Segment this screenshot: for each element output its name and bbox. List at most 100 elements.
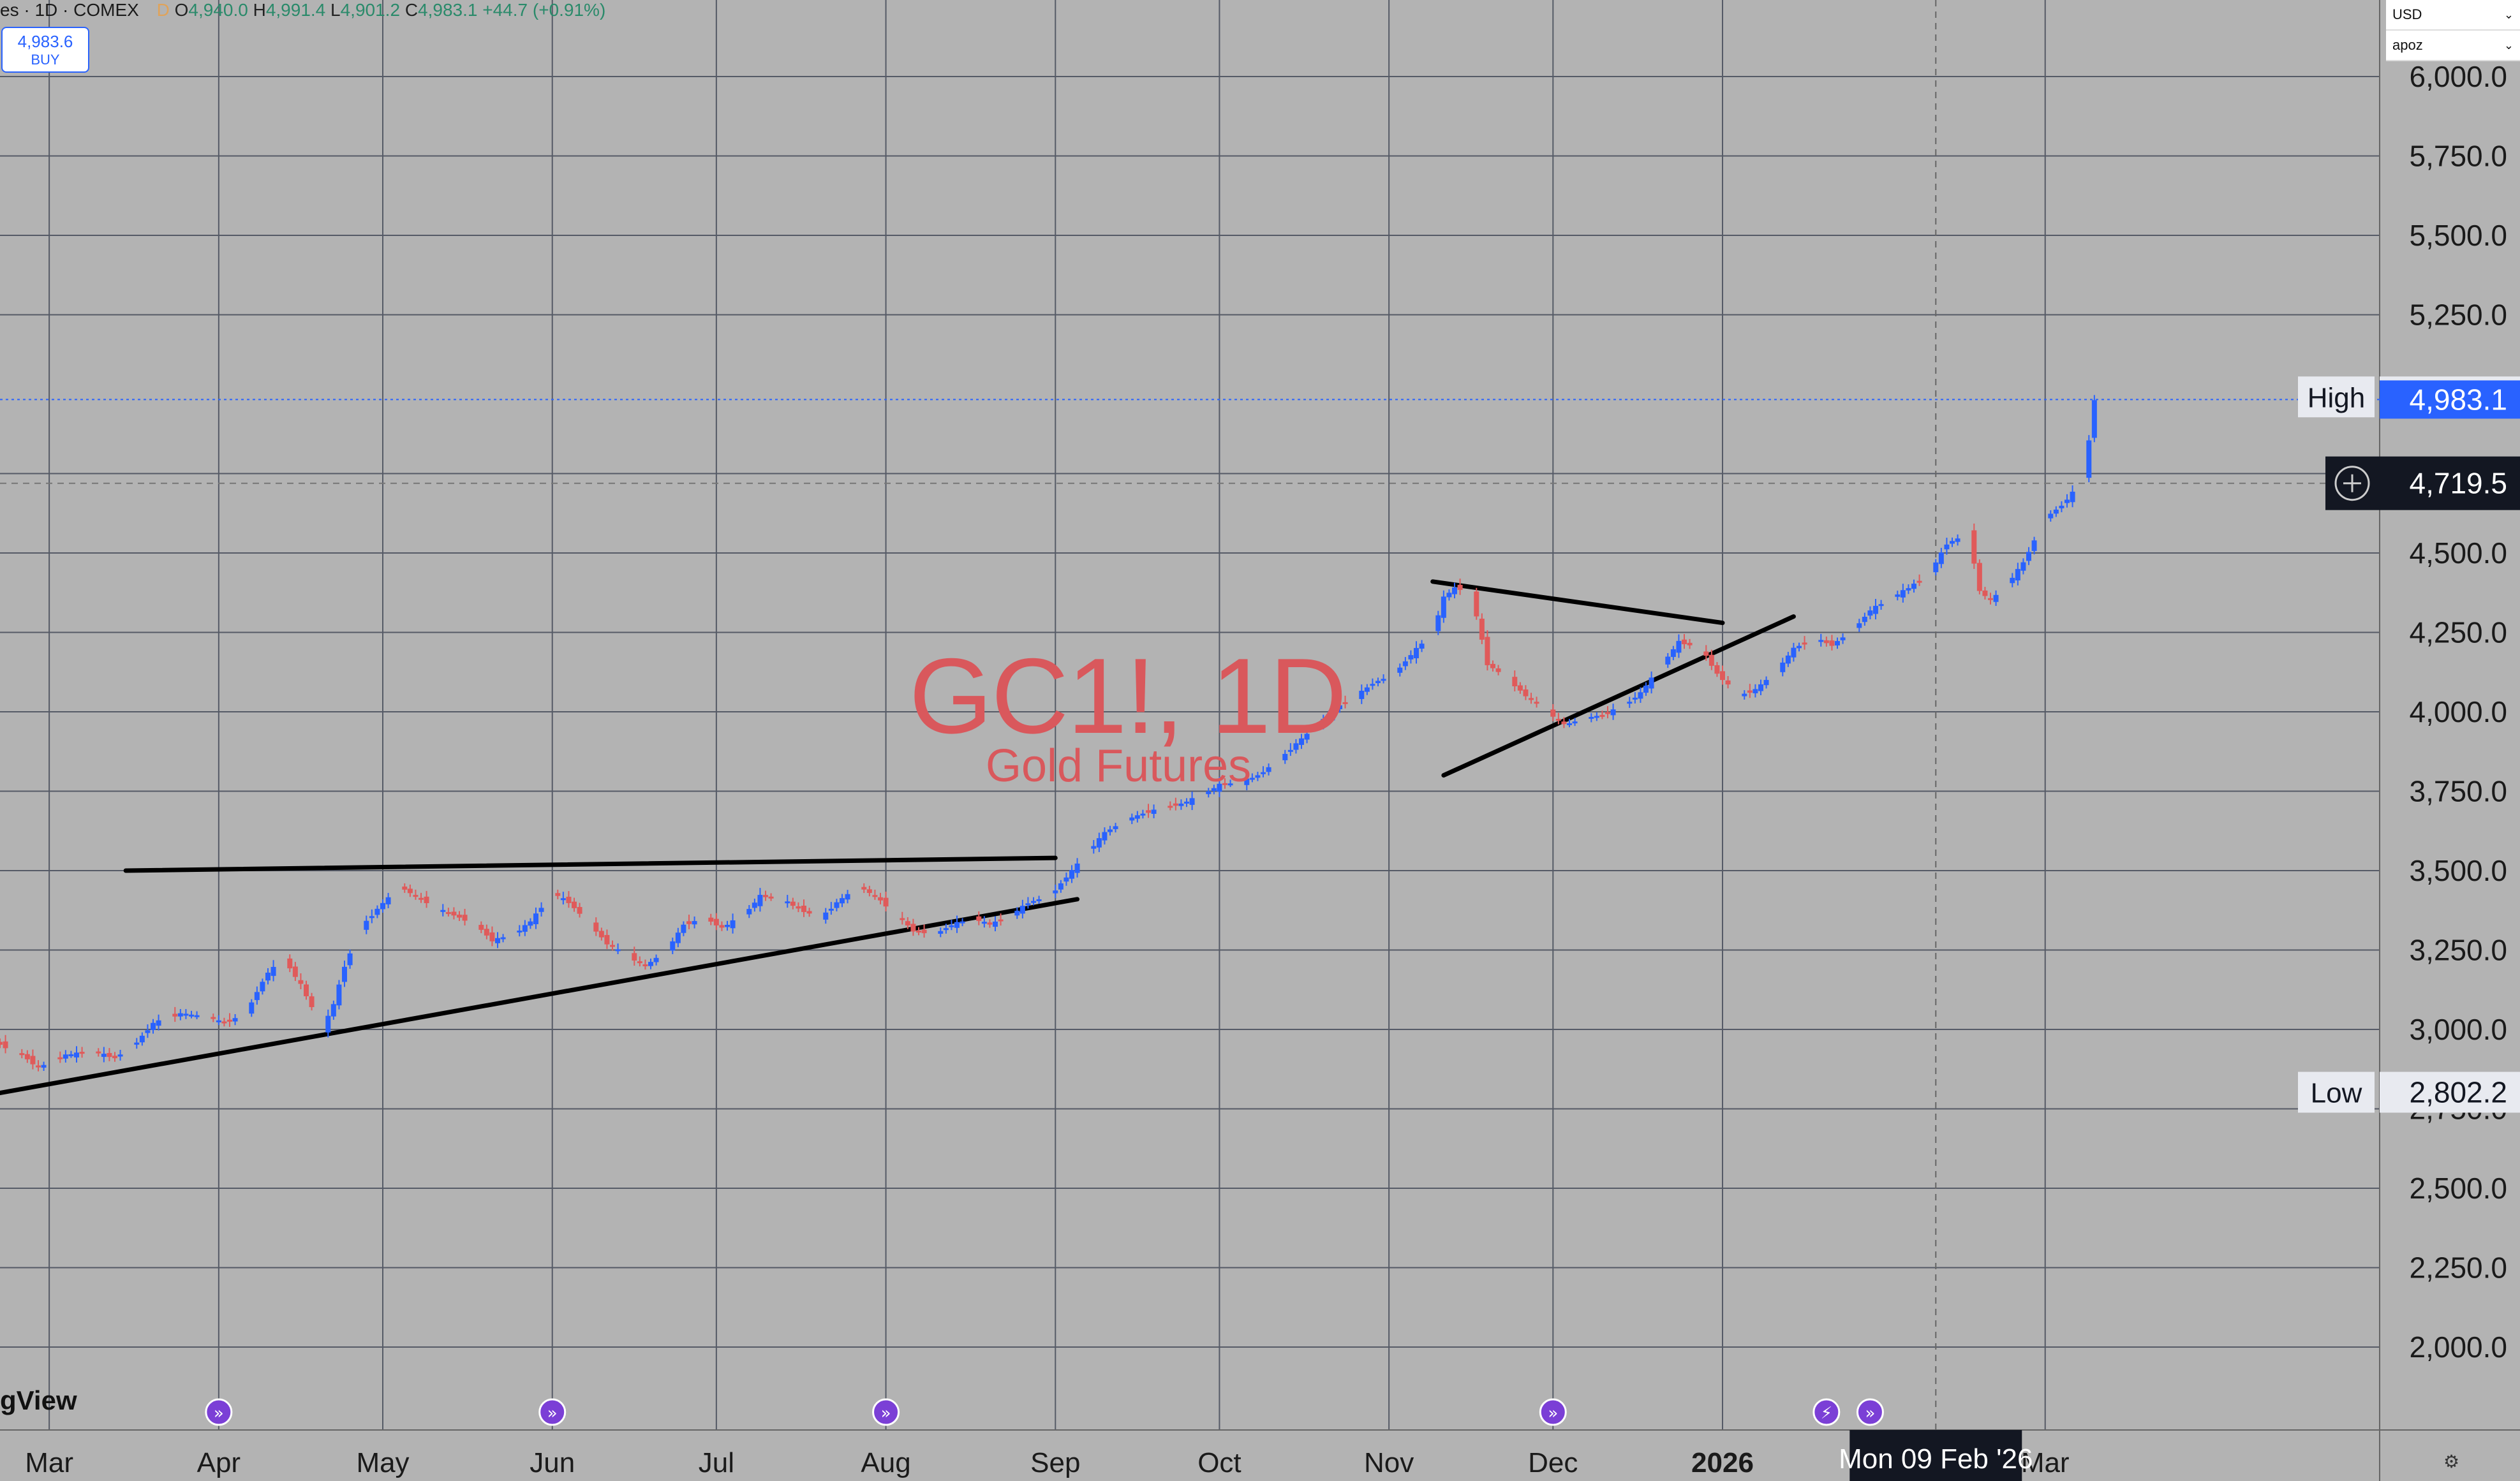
candle-body [2091, 400, 2097, 438]
candle-body [2070, 491, 2075, 503]
candle-body [2031, 540, 2037, 551]
event-markers[interactable]: » » » » ⚡ » [205, 1398, 1884, 1426]
candle-body [74, 1052, 79, 1057]
candle-body [1069, 870, 1074, 879]
event-marker-icon[interactable] [1539, 1398, 1567, 1426]
candle-body [686, 921, 692, 924]
candle-body [1146, 810, 1151, 813]
candle-body [1567, 723, 1572, 725]
last-price-box [2380, 380, 2520, 419]
candle-body [101, 1054, 107, 1057]
candle-body [828, 908, 834, 911]
candle-body [993, 921, 998, 927]
trendline[interactable] [123, 855, 1058, 873]
candle-body [533, 913, 538, 924]
currency-selector[interactable]: USD ⌄ apoz ⌄ [2386, 0, 2520, 61]
candle-body [1638, 692, 1643, 699]
price-tick-label: 6,000.0 [2410, 60, 2507, 93]
candle-body [1474, 591, 1479, 617]
candle-body [364, 920, 369, 930]
event-marker-icon[interactable] [205, 1398, 233, 1426]
gear-icon[interactable]: ⚙ [2443, 1452, 2460, 1471]
candle-body [96, 1051, 101, 1054]
candle-body [134, 1042, 140, 1045]
candle-body [1342, 702, 1348, 704]
candle-body [1862, 617, 1867, 623]
add-alert-icon[interactable] [2334, 466, 2370, 501]
currency-dropdown[interactable]: USD ⌄ [2386, 0, 2520, 31]
candle-body [1446, 593, 1452, 598]
candle-body [670, 941, 676, 951]
candle-body [1014, 910, 1020, 916]
candle-body [1687, 642, 1693, 645]
trendline[interactable] [1430, 579, 1725, 626]
price-lines [0, 399, 2380, 484]
price-tag-name: Low [2311, 1078, 2362, 1109]
candle-body [872, 895, 878, 897]
trendline[interactable] [0, 897, 1080, 1096]
candle-body [938, 931, 944, 934]
event-marker-glyph: » [214, 1404, 224, 1423]
candle-body [866, 889, 872, 894]
trendlines[interactable] [0, 579, 1796, 1096]
candle-body [1818, 640, 1824, 642]
candle-body [1074, 863, 1080, 873]
candle-body [960, 921, 965, 924]
candle-body [63, 1054, 68, 1059]
time-tick-label: Apr [197, 1447, 241, 1478]
event-marker-icon[interactable] [872, 1398, 900, 1426]
candle-body [183, 1013, 189, 1016]
candle-body [1714, 665, 1720, 674]
candle-body [949, 925, 954, 927]
low-label: L [330, 0, 341, 20]
d-badge: D [156, 0, 170, 20]
candle-body [785, 901, 790, 904]
unit-dropdown[interactable]: apoz ⌄ [2386, 31, 2520, 61]
candle-body [1829, 640, 1835, 646]
candle-body [1206, 791, 1212, 795]
candle-body [522, 925, 528, 932]
trendline[interactable] [1441, 614, 1796, 778]
symbol-text[interactable]: es · 1D · COMEX [0, 0, 139, 20]
time-axis[interactable]: Mar Apr May Jun Jul Aug Sep Oct Nov Dec 2026 MarMon… [25, 1430, 2070, 1481]
candle-body [194, 1015, 200, 1017]
candle-body [1823, 640, 1829, 644]
candle-body [1299, 738, 1304, 745]
candle-body [1993, 594, 1999, 602]
high-label: H [253, 0, 266, 20]
candle-body [254, 992, 260, 1000]
candle-body [1976, 563, 1982, 591]
candle-body [112, 1056, 117, 1059]
price-tick-label: 2,250.0 [2410, 1251, 2507, 1285]
price-tick-label: 4,500.0 [2410, 536, 2507, 570]
logo-text[interactable]: gView [0, 1385, 77, 1415]
candle-body [1364, 687, 1370, 692]
candle-body [1523, 689, 1529, 696]
time-tick-label: Mar [2021, 1447, 2070, 1478]
candle-body [692, 921, 697, 925]
candle-body [1670, 649, 1676, 657]
candle-body [1878, 604, 1884, 607]
price-tick-label: 3,750.0 [2410, 775, 2507, 808]
unit-value: apoz [2392, 37, 2423, 53]
event-marker-icon[interactable] [538, 1398, 567, 1426]
candle-body [374, 908, 380, 915]
event-marker-icon[interactable] [1856, 1398, 1884, 1426]
candle-body [1780, 662, 1786, 672]
close-label: C [404, 0, 419, 20]
event-marker-glyph: » [1865, 1404, 1875, 1423]
candle-body [1452, 587, 1457, 594]
candle-body [560, 898, 566, 901]
event-marker-icon[interactable] [1812, 1398, 1841, 1426]
chevron-down-icon: ⌄ [2503, 39, 2514, 52]
candle-body [1753, 689, 1758, 694]
candle-body [1408, 655, 1414, 659]
candle-body [1605, 712, 1610, 714]
price-tick-label: 3,500.0 [2410, 854, 2507, 887]
high-value: 4,991.4 [265, 0, 326, 20]
candle-body [1287, 749, 1293, 752]
candle-body [1036, 899, 1042, 901]
buy-button[interactable]: 4,983.6 BUY [1, 27, 89, 73]
price-axis[interactable]: 6,000.05,750.05,500.05,250.04,750.04,500… [2298, 60, 2520, 1364]
